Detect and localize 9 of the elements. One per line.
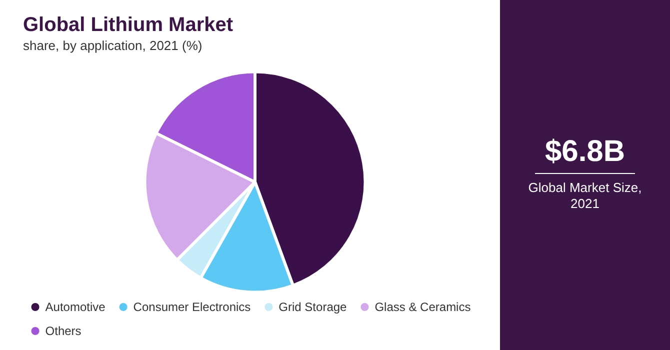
legend-label: Others — [45, 324, 82, 338]
legend-label: Automotive — [45, 300, 106, 314]
legend-label: Consumer Electronics — [133, 300, 251, 314]
text: Global Market Size, 2021 — [527, 180, 643, 212]
chart-subtitle: share, by application, 2021 (%) — [23, 38, 202, 53]
text: $6.8B — [544, 135, 626, 169]
legend-label: Grid Storage — [278, 300, 348, 314]
legend-label: Glass & Ceramics — [374, 300, 471, 314]
chart-title: Global Lithium Market — [23, 14, 234, 36]
